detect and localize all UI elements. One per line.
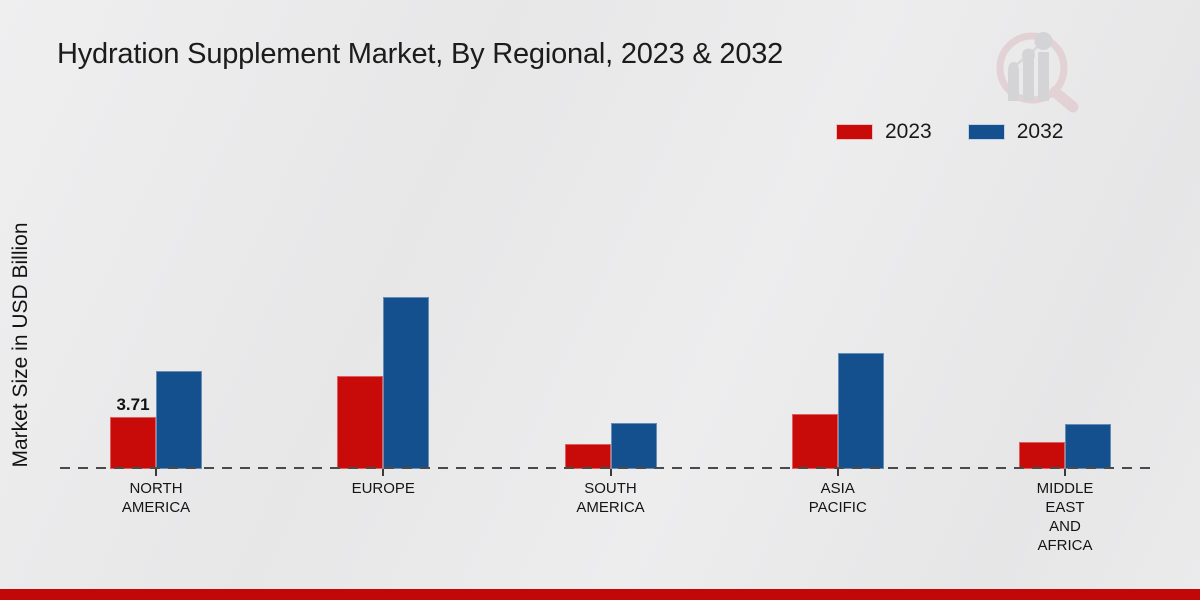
legend-swatch-2023 [836, 124, 873, 140]
page-title: Hydration Supplement Market, By Regional… [57, 38, 784, 70]
x-tick-label-europe: EUROPE [351, 480, 415, 497]
x-axis-tick-middle-east-and-africa [1064, 469, 1066, 476]
x-tick-label-asia-pacific: ASIA PACIFIC [808, 480, 867, 516]
legend: 2023 2032 [836, 120, 1099, 144]
bar-2023-south-america [564, 443, 611, 469]
x-axis-baseline [60, 467, 1158, 469]
bar-2032-north-america [156, 370, 202, 469]
legend-item-2023: 2023 [836, 120, 932, 144]
legend-item-2032: 2032 [967, 120, 1064, 144]
x-axis-tick-south-america [609, 469, 612, 476]
bar-2023-north-america [110, 416, 156, 469]
bar-2032-europe [383, 296, 430, 469]
x-axis-tick-north-america [155, 469, 157, 476]
bar-2032-asia-pacific [837, 352, 884, 469]
x-axis-tick-europe [382, 469, 385, 476]
bar-value-label-2023-north-america: 3.71 [116, 394, 150, 414]
x-tick-label-south-america: SOUTH AMERICA [576, 480, 645, 516]
legend-label-2023: 2023 [885, 120, 932, 143]
footer-accent-bar [0, 589, 1200, 600]
x-tick-label-north-america: NORTH AMERICA [121, 480, 191, 516]
bar-2023-middle-east-and-africa [1019, 442, 1065, 469]
legend-label-2032: 2032 [1016, 120, 1064, 143]
magnifier-bar-chart-logo-icon [985, 20, 1090, 115]
bar-2023-europe [337, 376, 384, 469]
x-tick-label-middle-east-and-africa: MIDDLE EAST AND AFRICA [1036, 480, 1094, 554]
x-axis-tick-asia-pacific [836, 469, 839, 476]
bar-2023-asia-pacific [791, 414, 838, 469]
legend-swatch-2032 [967, 124, 1005, 140]
bar-2032-south-america [610, 422, 657, 469]
bar-2032-middle-east-and-africa [1065, 424, 1111, 469]
